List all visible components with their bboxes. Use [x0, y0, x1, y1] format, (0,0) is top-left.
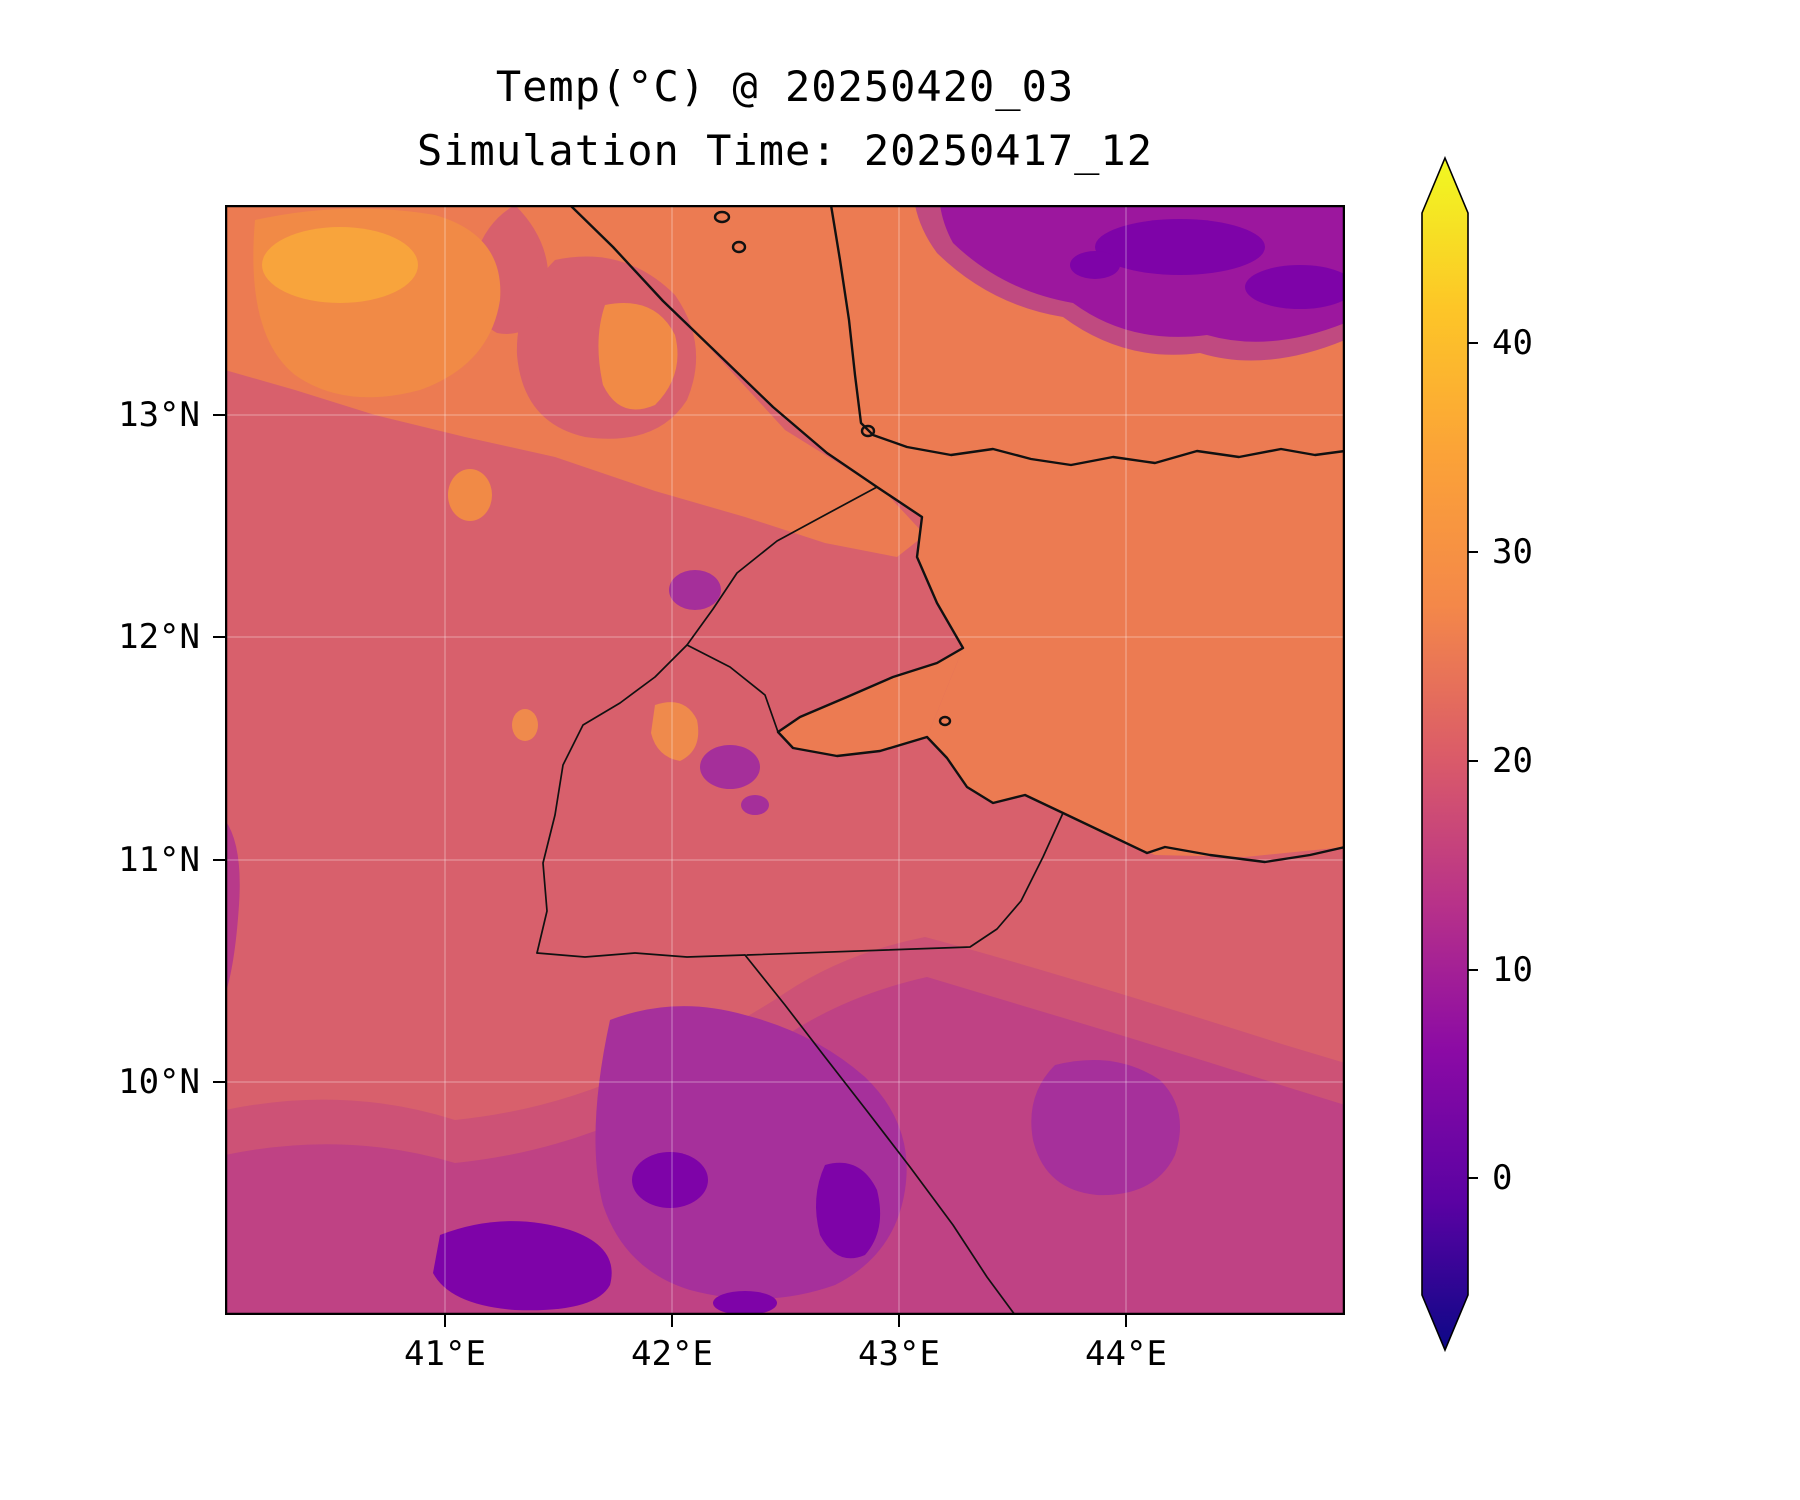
island-icon [938, 715, 952, 727]
gridlines [225, 205, 1345, 1315]
x-tickmark [444, 1315, 446, 1327]
x-tick-label: 43°E [858, 1334, 940, 1374]
map-plot [224, 203, 1355, 1316]
x-tickmark [1125, 1315, 1127, 1327]
x-tick-label: 44°E [1085, 1334, 1167, 1374]
chart-title: Temp(°C) @ 20250420_03 [495, 62, 1075, 111]
coastline-africa [568, 203, 1347, 864]
colorbar-tick-label: 20 [1492, 741, 1533, 781]
field-ne-dark1 [1095, 219, 1265, 275]
field-orange-bright-nw [262, 227, 418, 303]
field-orange-nw2 [598, 303, 678, 410]
y-tick-label: 13°N [118, 395, 200, 435]
field-ne-dark2 [1245, 265, 1355, 309]
border-somalia [746, 812, 1064, 956]
chart-subtitle: Simulation Time: 20250417_12 [416, 126, 1153, 175]
island-icon [860, 424, 876, 438]
y-tickmark [213, 414, 225, 416]
border-to-gulf [686, 644, 779, 733]
island-icon [731, 240, 747, 254]
border-south-horizontal [536, 952, 746, 958]
field-purple-spot-center2 [741, 795, 769, 815]
field-violet-pocket1 [433, 1221, 612, 1311]
y-tick-label: 11°N [118, 840, 200, 880]
colorbar-svg [1421, 155, 1478, 1353]
y-tickmark [213, 636, 225, 638]
x-tickmark [898, 1315, 900, 1327]
y-tick-label: 12°N [118, 617, 200, 657]
border-west [536, 486, 878, 954]
x-tick-label: 42°E [631, 1334, 713, 1374]
coastline-arabia [829, 203, 1347, 467]
y-tick-label: 10°N [118, 1062, 200, 1102]
field-orange-spot-left [448, 469, 492, 521]
colorbar-gradient [1421, 155, 1469, 1353]
y-tickmark [213, 1081, 225, 1083]
field-sea [570, 205, 1345, 857]
field-purple-south-east [1031, 1060, 1180, 1196]
colorbar-tick-label: 10 [1492, 950, 1533, 990]
field-violet-pocket2 [632, 1152, 708, 1208]
field-violet-pocket3 [816, 1162, 881, 1259]
x-tick-label: 41°E [404, 1334, 486, 1374]
field-orange-gulf1 [651, 702, 699, 761]
field-purple-spot-center [700, 745, 760, 789]
temperature-field-map [224, 203, 1355, 1316]
field-ne-dark3 [1070, 251, 1120, 279]
field-orange-gulf2 [512, 709, 538, 741]
field-purple-spot-mid [669, 570, 721, 610]
island-icon [713, 210, 731, 224]
colorbar-tick-label: 0 [1492, 1158, 1513, 1198]
y-tickmark [213, 859, 225, 861]
x-tickmark [671, 1315, 673, 1327]
colorbar-tick-label: 30 [1492, 532, 1533, 572]
plot-border [224, 204, 1346, 1316]
field-violet-pocket4 [713, 1291, 777, 1315]
colorbar [1420, 155, 1510, 1360]
colorbar-tickmarks [1468, 342, 1478, 1179]
field-magenta-left-edge [225, 820, 240, 995]
colorbar-tick-label: 40 [1492, 323, 1533, 363]
field-gulf-water [778, 648, 963, 756]
border-southeast-diagonal [744, 954, 1016, 1316]
